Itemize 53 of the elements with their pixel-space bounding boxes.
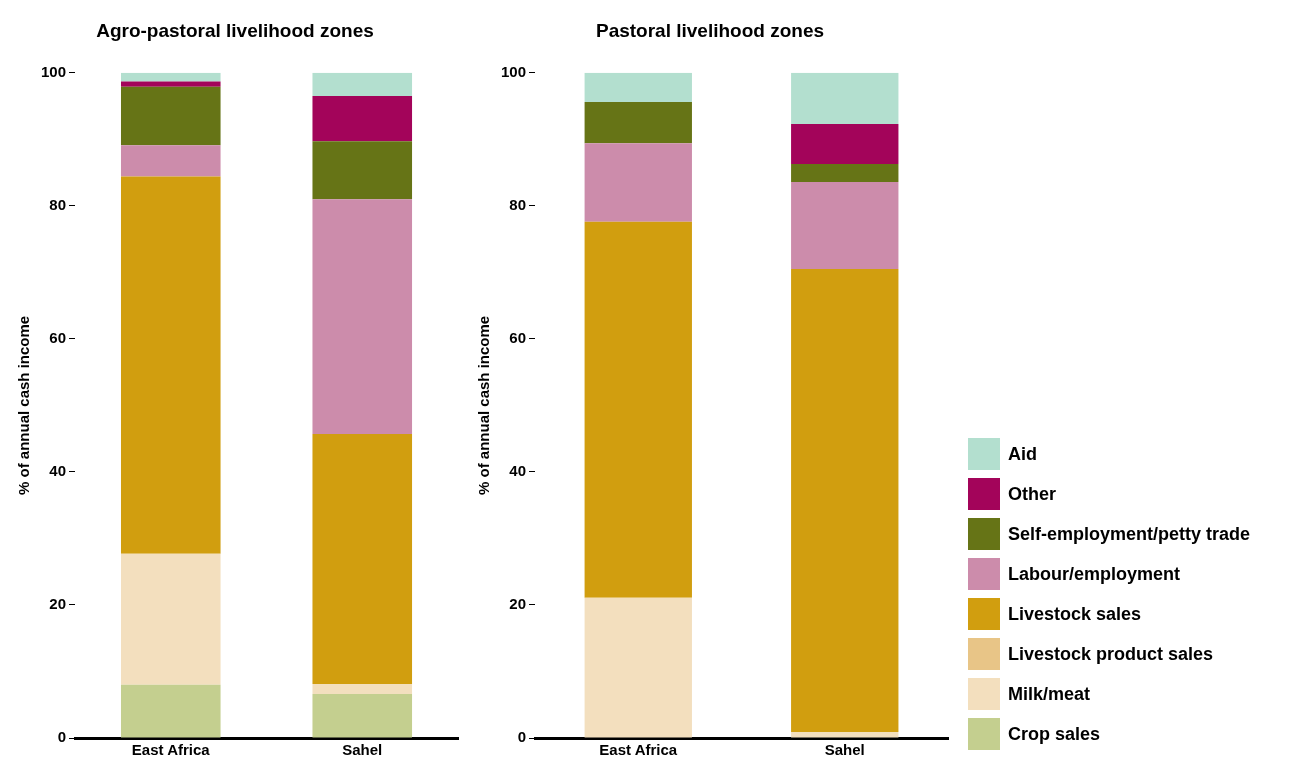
bar [312, 199, 413, 434]
y-tick-label: 40 [509, 462, 527, 480]
bar [791, 124, 899, 164]
bar [120, 81, 221, 87]
legend-label: Self-employment/petty trade [1008, 523, 1251, 545]
legend-label: Crop sales [1008, 723, 1101, 745]
legend-label: Milk/meat [1008, 683, 1091, 705]
bar [312, 96, 413, 142]
x-tick-label: Sahel [342, 741, 383, 759]
y-tick-label: 80 [49, 195, 67, 213]
y-tick-label: 0 [517, 728, 527, 746]
legend-label: Livestock sales [1008, 603, 1142, 625]
x-tick-label: Sahel [824, 741, 865, 759]
bar [791, 732, 899, 738]
bar [312, 694, 413, 738]
bar [584, 72, 692, 103]
y-tick-label: 20 [509, 595, 527, 613]
bar [120, 72, 221, 82]
y-tick-label: 100 [41, 62, 67, 80]
legend-label: Labour/employment [1008, 563, 1181, 585]
bar [584, 102, 692, 144]
y-axis-title: % of annual cash income [15, 315, 33, 496]
x-tick-label: East Africa [131, 741, 211, 759]
bar [312, 141, 413, 200]
bar [584, 221, 692, 598]
bar [120, 86, 221, 146]
bar [584, 597, 692, 738]
bar [312, 72, 413, 97]
bar [120, 145, 221, 177]
bar [791, 72, 899, 125]
bar [791, 181, 899, 270]
bar [120, 684, 221, 738]
legend-label: Livestock product sales [1008, 643, 1214, 665]
y-tick-label: 20 [49, 595, 67, 613]
chart-title: Agro-pastoral livelihood zones [96, 19, 374, 41]
legend-label: Other [1008, 483, 1057, 505]
y-tick-label: 60 [49, 329, 67, 347]
bar [791, 269, 899, 733]
y-tick-label: 80 [509, 195, 527, 213]
chart-title: Pastoral livelihood zones [595, 19, 825, 41]
bar [312, 684, 413, 695]
y-tick-label: 40 [49, 462, 67, 480]
bar [120, 553, 221, 685]
bar [312, 434, 413, 685]
bar [584, 143, 692, 222]
bar [791, 163, 899, 182]
y-tick-label: 0 [57, 728, 67, 746]
bar [120, 176, 221, 554]
y-tick-label: 60 [509, 329, 527, 347]
y-tick-label: 100 [501, 62, 527, 80]
y-axis-title: % of annual cash income [475, 315, 493, 496]
x-tick-label: East Africa [599, 741, 678, 759]
legend-label: Aid [1008, 443, 1037, 465]
